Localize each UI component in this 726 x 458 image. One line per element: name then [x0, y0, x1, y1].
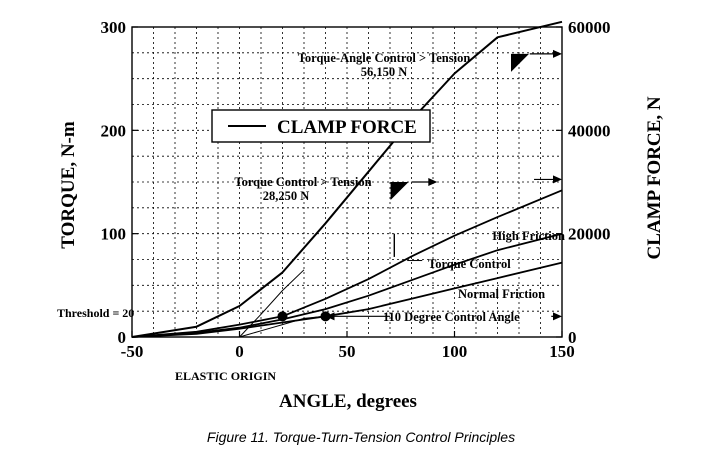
annotation-56150: 56,150 N: [361, 65, 408, 79]
x-axis-title: ANGLE, degrees: [279, 391, 417, 412]
annotation-normal-friction: Normal Friction: [458, 287, 545, 301]
y-left-axis-title: TORQUE, N-m: [58, 121, 79, 249]
y-left-tick-label: 0: [118, 328, 127, 347]
series-line-curve-3: [131, 232, 563, 338]
triangle-marker-high: [511, 53, 529, 72]
series-line-curve-4: [239, 269, 305, 338]
legend-label: CLAMP FORCE: [277, 117, 417, 138]
figure-caption: Figure 11. Torque-Turn-Tension Control P…: [207, 429, 515, 445]
y-left-tick-label: 100: [101, 225, 127, 244]
annotation-28250: 28,250 N: [263, 189, 310, 203]
annotation-torque-control-tension: Torque Control > Tension: [234, 175, 371, 189]
y-right-tick-label: 60000: [568, 18, 611, 37]
y-left-tick-label: 200: [101, 121, 127, 140]
y-right-tick-label: 0: [568, 328, 577, 347]
y-right-tick-label: 40000: [568, 121, 611, 140]
series-layer: [131, 20, 563, 338]
series-line-high-friction: [131, 189, 563, 338]
annotation-110-degree: 110 Degree Control Angle: [383, 310, 520, 324]
series-line-normal-friction: [131, 261, 563, 338]
annotation-high-friction: High Friction: [492, 229, 565, 243]
annotation-torque-control: Torque Control: [428, 257, 511, 271]
arrow-110-right-head: [553, 312, 562, 321]
x-tick-label: 0: [235, 342, 244, 361]
arrow-mid-head: [428, 178, 438, 186]
x-tick-label: 50: [339, 342, 356, 361]
x-tick-label: -50: [121, 342, 144, 361]
annotation-elastic-origin: ELASTIC ORIGIN: [175, 369, 276, 383]
x-tick-label: 150: [549, 342, 575, 361]
y-left-tick-label: 300: [101, 18, 127, 37]
series-line-curve-5: [239, 315, 326, 338]
triangle-marker-mid: [390, 182, 409, 200]
deco-layer: [325, 49, 562, 321]
annotation-torque-angle-control: Torque-Angle Control > Tension: [298, 51, 471, 65]
y-right-tick-label: 20000: [568, 225, 611, 244]
series-line-clamp-force: [131, 20, 563, 338]
x-tick-label: 100: [442, 342, 468, 361]
y-right-axis-title: CLAMP FORCE, N: [644, 96, 665, 259]
annotation-threshold: Threshold = 20: [57, 306, 134, 320]
data-marker-1: [277, 311, 288, 322]
grid-layer: [132, 27, 562, 337]
arrow-110-left-head: [325, 312, 335, 321]
legend: CLAMP FORCE: [211, 109, 431, 143]
arrow-right-edge-head: [553, 175, 562, 184]
arrow-high-head: [553, 49, 562, 58]
